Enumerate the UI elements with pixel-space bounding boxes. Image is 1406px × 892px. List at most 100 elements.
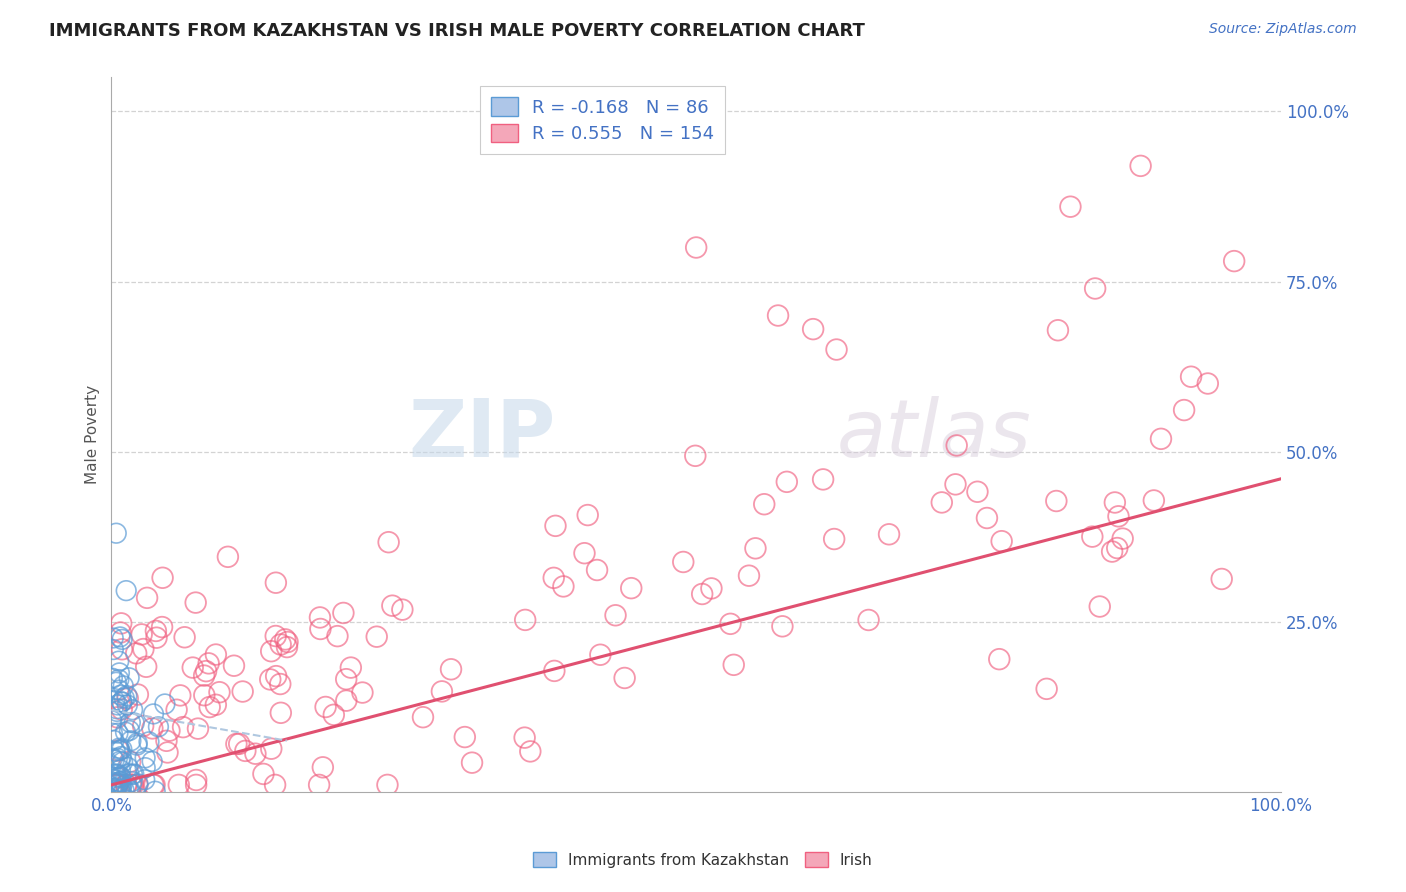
Point xyxy=(754,497,776,511)
Point xyxy=(110,763,132,777)
Point xyxy=(112,679,135,693)
Point xyxy=(103,642,125,657)
Point xyxy=(576,508,599,522)
Point xyxy=(150,620,173,634)
Point xyxy=(121,774,143,789)
Point xyxy=(134,761,156,775)
Point xyxy=(208,685,231,699)
Point xyxy=(101,671,124,685)
Point xyxy=(589,648,612,662)
Point xyxy=(107,743,129,757)
Point xyxy=(120,755,142,769)
Point xyxy=(672,555,695,569)
Point xyxy=(108,683,131,698)
Point xyxy=(801,322,824,336)
Point xyxy=(1111,532,1133,546)
Point xyxy=(1107,509,1129,524)
Point xyxy=(153,697,176,711)
Point xyxy=(1223,254,1246,268)
Point xyxy=(101,781,124,796)
Point xyxy=(118,723,141,738)
Point xyxy=(127,688,149,702)
Point xyxy=(141,755,163,769)
Point xyxy=(187,722,209,736)
Point xyxy=(103,753,125,767)
Point xyxy=(381,599,404,613)
Point xyxy=(138,735,160,749)
Point xyxy=(120,778,142,792)
Point xyxy=(454,730,477,744)
Point xyxy=(115,778,138,792)
Point xyxy=(945,477,967,491)
Point xyxy=(115,689,138,703)
Point xyxy=(107,767,129,781)
Point xyxy=(110,782,132,797)
Point xyxy=(127,777,149,791)
Point xyxy=(574,546,596,560)
Point xyxy=(108,665,131,680)
Point xyxy=(543,571,565,585)
Point xyxy=(744,541,766,556)
Point xyxy=(120,733,142,747)
Point xyxy=(111,702,134,716)
Point xyxy=(543,664,565,678)
Point xyxy=(515,613,537,627)
Point xyxy=(132,642,155,657)
Point xyxy=(112,691,135,706)
Point xyxy=(1197,376,1219,391)
Point xyxy=(723,657,745,672)
Point xyxy=(121,767,143,781)
Legend: R = -0.168   N = 86, R = 0.555   N = 154: R = -0.168 N = 86, R = 0.555 N = 154 xyxy=(479,87,725,154)
Point xyxy=(309,610,332,624)
Point xyxy=(110,688,132,702)
Point xyxy=(1129,159,1152,173)
Point xyxy=(105,782,128,797)
Point xyxy=(125,646,148,660)
Point xyxy=(976,511,998,525)
Point xyxy=(184,778,207,792)
Point xyxy=(104,693,127,707)
Point xyxy=(1107,541,1129,555)
Point xyxy=(377,778,399,792)
Point xyxy=(108,741,131,756)
Point xyxy=(225,737,247,751)
Point xyxy=(931,495,953,509)
Point xyxy=(776,475,799,489)
Point xyxy=(111,632,134,647)
Point xyxy=(312,760,335,774)
Point xyxy=(108,770,131,784)
Point xyxy=(198,700,221,714)
Point xyxy=(105,526,128,541)
Point xyxy=(1084,281,1107,295)
Point xyxy=(108,673,131,687)
Point xyxy=(101,782,124,797)
Point xyxy=(858,613,880,627)
Point xyxy=(264,575,287,590)
Point xyxy=(605,608,627,623)
Point xyxy=(260,644,283,658)
Point xyxy=(110,625,132,640)
Point xyxy=(104,767,127,781)
Point xyxy=(1150,432,1173,446)
Point xyxy=(118,766,141,780)
Point xyxy=(111,755,134,769)
Point xyxy=(184,596,207,610)
Point xyxy=(143,784,166,798)
Point xyxy=(167,778,190,792)
Point xyxy=(145,624,167,638)
Point xyxy=(110,749,132,764)
Point xyxy=(519,744,541,758)
Point xyxy=(340,660,363,674)
Point xyxy=(105,675,128,690)
Point xyxy=(131,627,153,641)
Point xyxy=(988,652,1011,666)
Point xyxy=(440,662,463,676)
Point xyxy=(770,619,793,633)
Point xyxy=(120,784,142,798)
Point xyxy=(204,698,226,712)
Point xyxy=(105,705,128,719)
Point xyxy=(544,519,567,533)
Point xyxy=(105,780,128,795)
Point xyxy=(166,703,188,717)
Point xyxy=(685,449,707,463)
